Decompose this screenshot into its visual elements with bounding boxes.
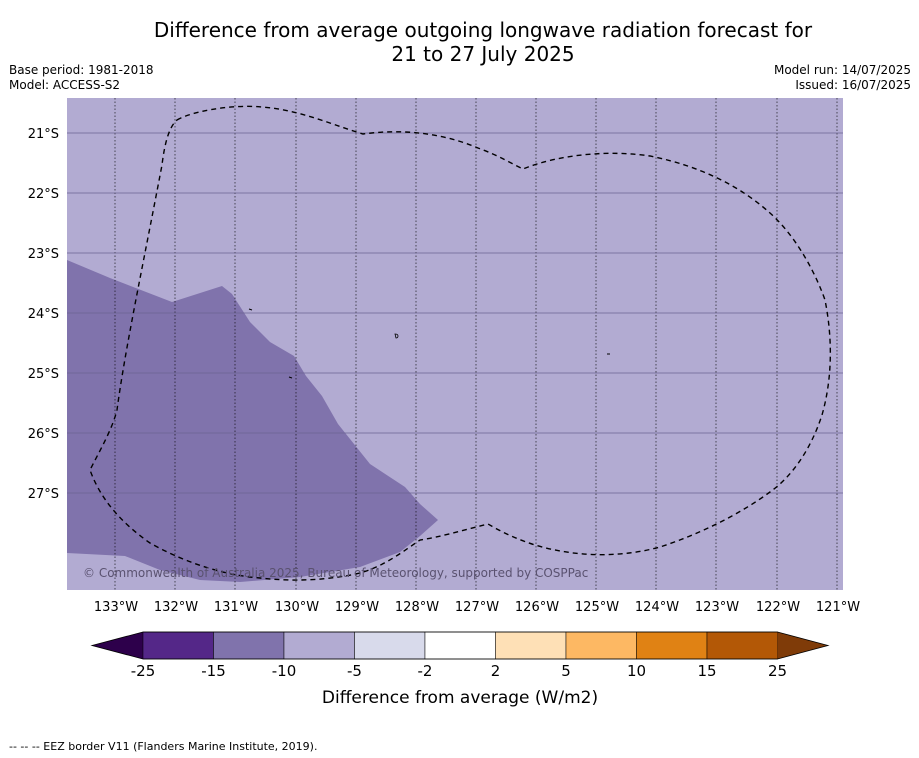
lon-label: 132°W: [154, 600, 198, 615]
colorbar-tick: -15: [201, 662, 226, 680]
meridian-lines: [114, 98, 838, 590]
lat-label: 24°S: [28, 307, 59, 322]
title-line-1: Difference from average outgoing longwav…: [153, 18, 813, 42]
lat-label: 27°S: [28, 487, 59, 502]
colorbar-segment: [495, 631, 567, 660]
colorbar-tick: -2: [418, 662, 433, 680]
lon-label: 125°W: [575, 600, 619, 615]
lat-label: 22°S: [28, 187, 59, 202]
colorbar-label: Difference from average (W/m2): [322, 688, 598, 708]
map-title: Difference from average outgoing longwav…: [0, 18, 919, 66]
colorbar-max-extension: [777, 632, 828, 659]
meta-left: Base period: 1981-2018 Model: ACCESS-S2: [9, 63, 154, 93]
colorbar-segment: [706, 631, 778, 660]
colorbar-tick: 5: [561, 662, 571, 680]
parallel-lines: [67, 132, 843, 494]
colorbar-tick: -10: [272, 662, 297, 680]
colorbar-tick: -25: [131, 662, 156, 680]
lon-label: 127°W: [455, 600, 499, 615]
lon-label: 128°W: [395, 600, 439, 615]
colorbar: [90, 631, 830, 660]
eez-footnote: -- -- -- EEZ border V11 (Flanders Marine…: [9, 740, 318, 753]
colorbar-segment: [354, 631, 426, 660]
lon-label: 121°W: [816, 600, 860, 615]
longitude-labels: 133°W 132°W 131°W 130°W 129°W 128°W 127°…: [94, 600, 860, 615]
model-run: Model run: 14/07/2025: [773, 63, 911, 77]
copyright-text: © Commonwealth of Australia 2025, Bureau…: [83, 566, 588, 580]
meta-right: Model run: 14/07/2025 Issued: 16/07/2025: [774, 63, 911, 93]
lon-label: 129°W: [335, 600, 379, 615]
lat-label: 25°S: [28, 367, 59, 382]
latitude-labels: 21°S 22°S 23°S 24°S 25°S 26°S 27°S: [28, 127, 59, 502]
lon-label: 123°W: [695, 600, 739, 615]
lon-label: 124°W: [635, 600, 679, 615]
strong-anomaly-region: [67, 260, 438, 582]
eez-border: [89, 105, 832, 581]
colorbar-tick: 10: [627, 662, 646, 680]
issued-date: Issued: 16/07/2025: [795, 78, 911, 92]
lon-label: 133°W: [94, 600, 138, 615]
colorbar-ticks: -25 -15 -10 -5 -2 2 5 10 15 25: [131, 662, 787, 680]
island-marker: [248, 308, 253, 311]
lon-label: 130°W: [275, 600, 319, 615]
lon-label: 126°W: [515, 600, 559, 615]
colorbar-segment: [283, 631, 355, 660]
colorbar-segment: [424, 631, 496, 660]
island-marker: [394, 333, 399, 339]
island-marker: [288, 376, 293, 379]
colorbar-outline: [90, 631, 830, 660]
lat-label: 21°S: [28, 127, 59, 142]
title-line-2: 21 to 27 July 2025: [391, 42, 575, 66]
colorbar-segment: [213, 631, 285, 660]
colorbar-segment: [142, 631, 214, 660]
lat-label: 23°S: [28, 247, 59, 262]
lon-label: 131°W: [214, 600, 258, 615]
colorbar-tick: 2: [491, 662, 501, 680]
colorbar-tick: -5: [347, 662, 362, 680]
colorbar-segment: [636, 631, 708, 660]
lon-label: 122°W: [756, 600, 800, 615]
model-name: Model: ACCESS-S2: [9, 78, 121, 92]
colorbar-tick: 15: [697, 662, 716, 680]
base-period: Base period: 1981-2018: [9, 63, 154, 77]
lat-label: 26°S: [28, 427, 59, 442]
colorbar-min-extension: [92, 632, 143, 659]
colorbar-segment: [565, 631, 637, 660]
colorbar-tick: 25: [768, 662, 787, 680]
